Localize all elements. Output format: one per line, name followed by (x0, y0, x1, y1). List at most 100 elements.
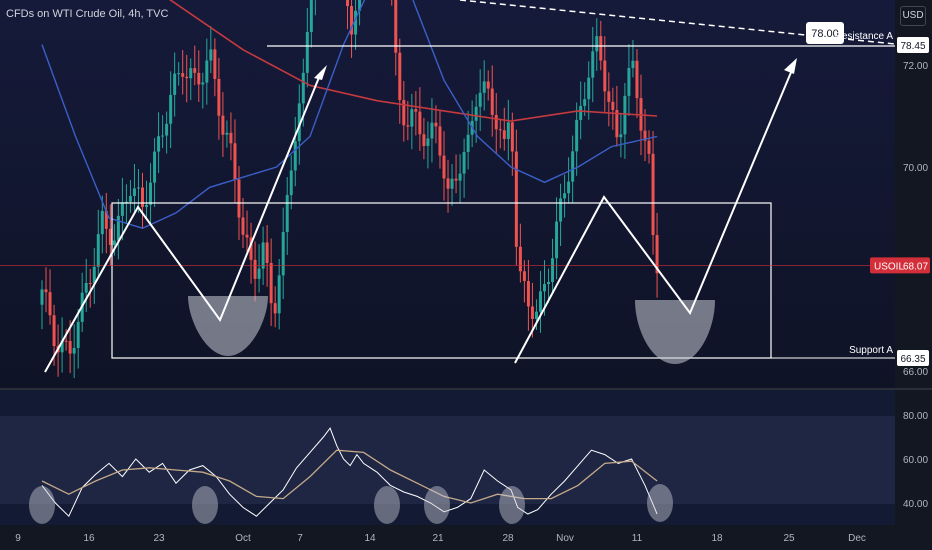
candle-body (587, 77, 591, 100)
candle-body (486, 81, 490, 89)
usoil-tag-label: USOIL (874, 261, 904, 272)
rsi-line (41, 427, 658, 518)
x-tick-label: 21 (432, 533, 444, 544)
usoil-tag-value: 68.07 (903, 261, 928, 272)
candle-body (92, 266, 96, 284)
candle-body (285, 195, 289, 233)
candle-body (623, 95, 627, 135)
candle-body (406, 125, 410, 127)
candle-body (547, 282, 551, 285)
candle-body (269, 262, 273, 304)
candle-body (293, 141, 297, 171)
candle-body (651, 153, 655, 236)
candle-body (434, 122, 438, 127)
candle-body (506, 122, 510, 139)
candle-body (261, 242, 265, 269)
candle-body (225, 132, 229, 135)
target-box (806, 22, 844, 44)
time-axis-background (0, 525, 895, 550)
candle-body (173, 73, 177, 95)
candle-body (96, 234, 100, 267)
candle-body (510, 122, 514, 152)
candle-body (145, 204, 149, 208)
candle-body (555, 221, 559, 259)
candles (40, 0, 659, 379)
candle-body (157, 136, 161, 152)
candle-body (281, 232, 285, 276)
x-tick-label: Oct (235, 533, 251, 544)
candle-body (563, 193, 567, 199)
candle-body (418, 111, 422, 135)
x-tick-label: 18 (711, 533, 723, 544)
y-tick-label: 70.00 (903, 163, 928, 174)
candle-body (599, 36, 603, 61)
left-projection-path (44, 74, 321, 373)
candle-body (498, 129, 502, 131)
candle-body (277, 275, 281, 314)
candle-body (165, 123, 169, 136)
candle-body (217, 78, 221, 116)
candle-body (185, 76, 189, 79)
candle-body (543, 284, 546, 292)
ma-red-line (169, 0, 658, 122)
candle-body (538, 291, 542, 312)
rsi-highlight-oval (29, 486, 55, 524)
rsi-highlight-oval (424, 486, 450, 524)
candle-body (132, 188, 136, 196)
candle-body (454, 178, 458, 181)
drawings: 78.00 (0, 0, 896, 373)
candle-body (52, 315, 56, 347)
candle-body (583, 99, 587, 106)
axes: 66.0068.0070.0072.0074.0076.0078.0040.00… (15, 31, 930, 544)
resistance-tag-value: 78.45 (900, 41, 925, 52)
candle-body (518, 246, 522, 272)
usoil-tag (870, 257, 930, 274)
candle-body (76, 321, 80, 349)
candle-body (567, 181, 571, 194)
candle-body (446, 178, 450, 189)
candle-body (530, 306, 534, 319)
candle-body (551, 258, 555, 283)
candle-body (474, 106, 478, 121)
candle-body (526, 281, 530, 307)
candle-body (44, 289, 48, 293)
x-tick-label: 28 (502, 533, 514, 544)
candle-body (60, 340, 64, 353)
candle-body (213, 49, 217, 79)
candle-body (257, 268, 261, 279)
candle-body (494, 114, 498, 130)
candle-body (100, 210, 104, 235)
rsi-pane (29, 427, 673, 524)
rsi-band (0, 416, 895, 504)
support-label: Support A (849, 345, 893, 356)
candle-body (205, 60, 209, 83)
candle-body (273, 303, 277, 314)
right-cup-shape (635, 300, 715, 364)
currency-button[interactable]: USD (900, 6, 926, 26)
left-cup-shape (188, 296, 268, 356)
price-axis-background (895, 0, 932, 550)
candle-body (229, 132, 233, 144)
candle-body (253, 259, 257, 279)
candle-body (88, 282, 92, 284)
candle-body (579, 105, 583, 120)
candle-body (410, 109, 414, 127)
candle-body (422, 134, 426, 146)
candle-body (136, 187, 140, 189)
x-tick-label: 23 (153, 533, 165, 544)
candle-body (450, 178, 454, 189)
candle-body (571, 151, 575, 182)
candle-body (221, 115, 225, 135)
candle-body (490, 88, 494, 115)
candle-body (149, 182, 153, 205)
candle-body (350, 6, 354, 35)
candle-body (398, 52, 402, 101)
candle-body (615, 109, 619, 138)
candle-body (655, 235, 659, 274)
indicator-lines (41, 0, 658, 229)
x-tick-label: 16 (83, 533, 95, 544)
candle-body (346, 0, 350, 7)
rsi-y-tick-label: 60.00 (903, 455, 928, 466)
